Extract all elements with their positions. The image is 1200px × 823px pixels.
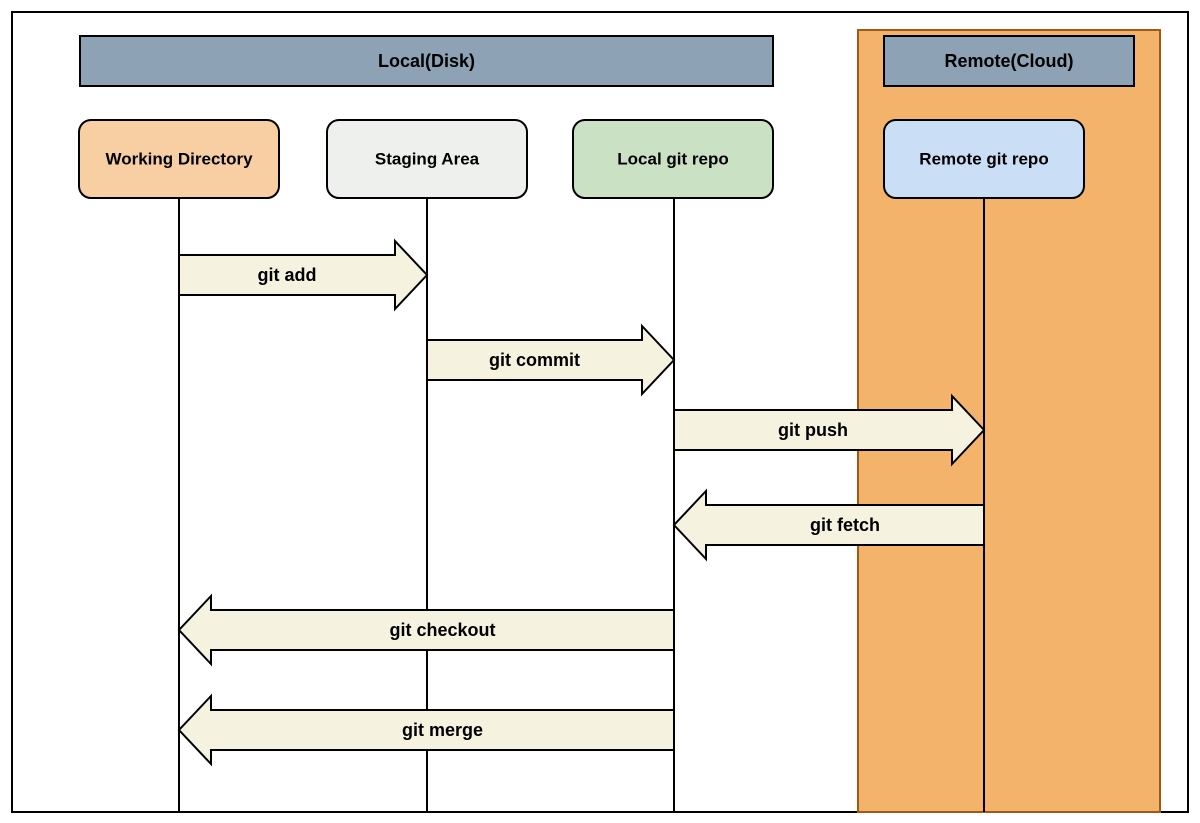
lane-label-wd: Working Directory [105,149,253,168]
arrow-label-add: git add [258,265,317,285]
header-remote-label: Remote(Cloud) [945,51,1074,71]
arrow-label-merge: git merge [402,720,483,740]
header-local-label: Local(Disk) [378,51,475,71]
arrow-label-fetch: git fetch [810,515,880,535]
arrow-label-push: git push [778,420,848,440]
lane-label-lr: Local git repo [617,149,728,168]
arrow-label-commit: git commit [489,350,580,370]
arrow-label-checkout: git checkout [389,620,495,640]
lane-label-rr: Remote git repo [919,149,1048,168]
lane-label-sa: Staging Area [375,149,480,168]
